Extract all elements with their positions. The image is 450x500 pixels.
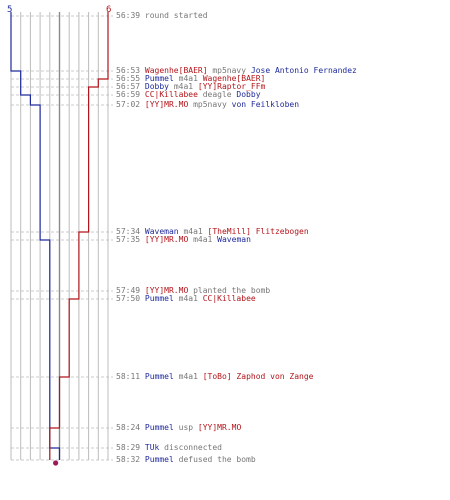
event-time: 57:02 bbox=[116, 100, 145, 109]
blue-player-name: Pummel bbox=[144, 74, 174, 83]
event-action: defused the bomb bbox=[173, 455, 256, 464]
event-time: 58:11 bbox=[116, 372, 145, 381]
blue-player-name: Dobby bbox=[236, 90, 261, 99]
event-row: 58:29 TUk disconnected bbox=[116, 443, 222, 453]
red-player-name: [YY]MR.MO bbox=[197, 423, 242, 432]
event-row: 56:55 Pummel m4a1 Wagenhe[BAER] bbox=[116, 74, 265, 84]
event-time: 57:49 bbox=[116, 286, 145, 295]
event-action: deagle bbox=[197, 90, 237, 99]
event-time: 56:57 bbox=[116, 82, 145, 91]
blue-player-name: Waveman bbox=[144, 227, 179, 236]
red-player-name: CC|Killabee bbox=[144, 90, 198, 99]
blue-player-name: TUk bbox=[144, 443, 160, 452]
blue-team-alive-line bbox=[10, 12, 61, 460]
red-player-name: CC|Killabee bbox=[202, 294, 256, 303]
blue-player-name: Pummel bbox=[144, 294, 174, 303]
blue-player-name: Dobby bbox=[144, 82, 169, 91]
event-row: 56:59 CC|Killabee deagle Dobby bbox=[116, 90, 261, 100]
event-row: 56:53 Wagenhe[BAER] mp5navy Jose Antonio… bbox=[116, 66, 357, 76]
blue-player-name: Jose Antonio Fernandez bbox=[250, 66, 357, 75]
event-action: m4a1 bbox=[173, 372, 203, 381]
event-time: 56:53 bbox=[116, 66, 145, 75]
event-row: 57:34 Waveman m4a1 [TheMill] Flitzebogen bbox=[116, 227, 309, 237]
event-time: 57:35 bbox=[116, 235, 145, 244]
event-row: 57:02 [YY]MR.MO mp5navy von Feilkloben bbox=[116, 100, 299, 110]
event-row: 58:32 Pummel defused the bomb bbox=[116, 455, 256, 465]
red-player-name: Wagenhe[BAER] bbox=[202, 74, 266, 83]
event-row: 57:50 Pummel m4a1 CC|Killabee bbox=[116, 294, 256, 304]
red-player-name: [ToBo] Zaphod von Zange bbox=[202, 372, 314, 381]
event-time: 56:59 bbox=[116, 90, 145, 99]
event-action: m4a1 bbox=[169, 82, 198, 91]
event-time: 58:29 bbox=[116, 443, 145, 452]
event-action: round started bbox=[144, 11, 208, 20]
event-time: 57:50 bbox=[116, 294, 145, 303]
red-player-name: [YY]MR.MO bbox=[144, 100, 189, 109]
event-row: 57:49 [YY]MR.MO planted the bomb bbox=[116, 286, 270, 296]
event-action: mp5navy bbox=[207, 66, 251, 75]
event-time: 56:55 bbox=[116, 74, 145, 83]
event-row: 58:11 Pummel m4a1 [ToBo] Zaphod von Zang… bbox=[116, 372, 314, 382]
event-time: 56:39 bbox=[116, 11, 145, 20]
blue-player-name: Pummel bbox=[144, 423, 174, 432]
event-row: 57:35 [YY]MR.MO m4a1 Waveman bbox=[116, 235, 251, 245]
event-time: 57:34 bbox=[116, 227, 145, 236]
event-action: planted the bomb bbox=[188, 286, 271, 295]
red-team-alive-line bbox=[49, 12, 109, 460]
event-time: 58:24 bbox=[116, 423, 145, 432]
event-action: m4a1 bbox=[188, 235, 218, 244]
red-player-name: Wagenhe[BAER] bbox=[144, 66, 208, 75]
event-action: m4a1 bbox=[178, 227, 208, 236]
blue-player-name: Waveman bbox=[217, 235, 251, 244]
blue-player-name: Pummel bbox=[144, 372, 174, 381]
event-action: usp bbox=[173, 423, 198, 432]
event-row: 56:39 round started bbox=[116, 11, 208, 21]
event-time: 58:32 bbox=[116, 455, 145, 464]
round-end-marker bbox=[53, 460, 59, 466]
blue-player-name: Pummel bbox=[144, 455, 174, 464]
red-player-name: [YY]MR.MO bbox=[144, 235, 189, 244]
event-action: m4a1 bbox=[173, 74, 203, 83]
event-row: 58:24 Pummel usp [YY]MR.MO bbox=[116, 423, 241, 433]
red-team-score: 6 bbox=[106, 5, 112, 15]
blue-player-name: von Feilkloben bbox=[231, 100, 300, 109]
event-action: disconnected bbox=[159, 443, 222, 452]
red-player-name: [YY]Raptor_FFm bbox=[197, 82, 266, 91]
red-player-name: [TheMill] Flitzebogen bbox=[207, 227, 309, 236]
event-action: m4a1 bbox=[173, 294, 203, 303]
red-player-name: [YY]MR.MO bbox=[144, 286, 189, 295]
blue-team-score: 5 bbox=[7, 5, 13, 15]
event-action: mp5navy bbox=[188, 100, 232, 109]
event-row: 56:57 Dobby m4a1 [YY]Raptor_FFm bbox=[116, 82, 265, 92]
